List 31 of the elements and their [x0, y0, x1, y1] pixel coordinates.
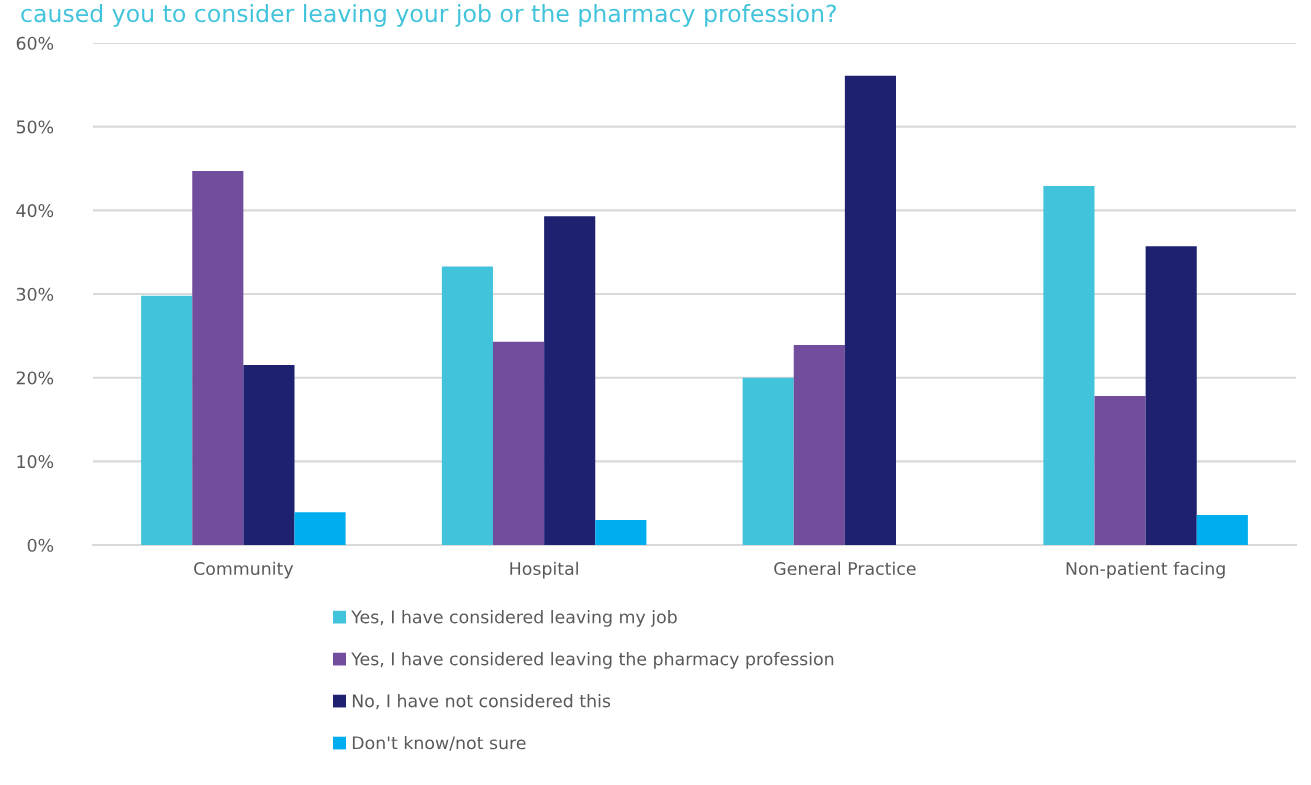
x-tick-label: Hospital [510, 561, 578, 579]
legend-label: Yes, I have considered leaving my job [351, 610, 677, 627]
y-tick-label: 30% [16, 287, 54, 301]
bar [844, 75, 896, 545]
y-tick-label: 20% [16, 371, 54, 385]
bar [141, 295, 193, 545]
y-tick-label: 40% [16, 204, 54, 218]
bar [1094, 396, 1146, 545]
x-tick-label: Non-patient facing [1066, 561, 1225, 579]
bar [294, 512, 346, 545]
y-tick-label: 60% [16, 36, 54, 50]
y-tick-label: 50% [16, 120, 54, 134]
bar [493, 341, 545, 545]
bar [544, 216, 596, 545]
bar [243, 365, 295, 545]
bar [1145, 246, 1197, 545]
x-tick-label: General Practice [774, 561, 916, 576]
bar [441, 266, 493, 545]
bar [1196, 514, 1248, 545]
bar [742, 377, 794, 545]
legend-label: Don't know/not sure [352, 735, 526, 751]
bar [1043, 186, 1095, 545]
y-tick-label: 10% [17, 455, 54, 469]
bar [595, 519, 647, 545]
legend-label: Yes, I have considered leaving the pharmacy profession [351, 651, 834, 669]
chart-title: caused you to consider leaving your job or the pharmacy profession? [21, 4, 836, 27]
legend-label: No, I have not considered this [352, 693, 611, 710]
bar [793, 345, 845, 545]
y-tick-label: 0% [27, 538, 54, 552]
x-tick-label: Community [194, 561, 294, 579]
bar [192, 171, 244, 545]
